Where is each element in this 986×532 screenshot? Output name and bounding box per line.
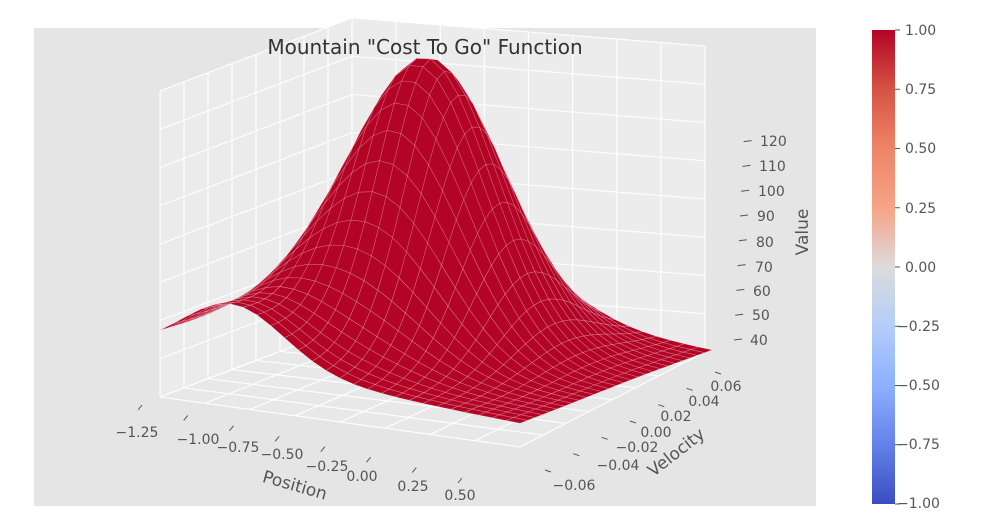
x-tick-mark — [274, 435, 280, 442]
tick-marks — [137, 140, 752, 484]
grid-line — [159, 170, 353, 245]
grid-line — [351, 55, 706, 85]
z-tick-label: 90 — [757, 209, 775, 225]
x-tick-mark — [457, 477, 463, 484]
z-tick-mark — [741, 189, 750, 192]
surface-patch — [630, 367, 654, 375]
surface-patch — [534, 405, 558, 413]
x-tick-mark — [320, 446, 326, 453]
colorbar-tick-label: −0.75 — [897, 437, 940, 453]
x-tick-label: 0.25 — [397, 479, 428, 495]
surface-patch — [527, 408, 551, 416]
z-tick-label: 100 — [758, 184, 785, 200]
grid-line — [159, 93, 353, 169]
surface-patch — [660, 356, 684, 364]
grid-line — [159, 55, 353, 130]
colorbar-tick-label: 1.00 — [905, 23, 936, 39]
colorbar-tick-label: −0.50 — [897, 378, 940, 394]
grid-line — [159, 17, 353, 92]
surface — [159, 58, 714, 424]
z-tick-label: 50 — [752, 308, 770, 324]
y-tick-mark — [658, 404, 665, 408]
x-tick-mark — [183, 415, 189, 421]
z-tick-mark — [733, 338, 743, 341]
z-tick-mark — [738, 239, 747, 242]
grid-line — [351, 17, 706, 47]
grid-line — [519, 351, 706, 448]
grid-line — [159, 132, 353, 207]
colorbar-tick-label: 0.00 — [905, 260, 936, 276]
z-axis-label: Value — [793, 209, 813, 256]
colorbar-tick-label: 0.25 — [905, 201, 936, 217]
y-tick-mark — [714, 371, 722, 375]
y-tick-mark — [544, 469, 552, 473]
x-tick-label: −0.50 — [261, 447, 304, 463]
x-tick-label: −1.00 — [177, 432, 220, 448]
x-tick-label: 0.00 — [346, 469, 377, 485]
y-tick-label: 0.02 — [660, 409, 691, 425]
colorbar-tick-labels: 1.00 0.75 0.50 0.25 0.00 −0.25 −0.50 −0.… — [897, 23, 940, 512]
x-tick-labels: −1.25 −1.00 −0.75 −0.50 −0.25 0.00 0.25 … — [116, 425, 476, 504]
x-tick-mark — [366, 456, 371, 463]
x-tick-mark — [411, 467, 417, 473]
y-tick-mark — [629, 420, 637, 424]
y-tick-label: 0.06 — [710, 379, 741, 395]
z-tick-mark — [736, 288, 745, 291]
y-tick-label: 0.00 — [640, 425, 671, 441]
y-tick-mark — [686, 387, 693, 391]
surface-patch — [674, 351, 699, 359]
surface-patch — [593, 381, 617, 389]
x-tick-label: −0.25 — [306, 459, 349, 475]
surface-patch — [571, 390, 595, 398]
z-tick-mark — [743, 140, 752, 143]
surface-patch — [542, 402, 566, 410]
z-tick-mark — [742, 164, 751, 167]
z-tick-label: 110 — [759, 159, 786, 175]
x-tick-label: 0.50 — [444, 488, 475, 504]
y-tick-mark — [573, 453, 580, 457]
x-tick-mark — [229, 425, 234, 432]
colorbar-tick-label: −1.00 — [897, 496, 940, 512]
colorbar-ticks — [895, 29, 900, 505]
x-tick-mark — [137, 404, 143, 411]
y-tick-label: −0.02 — [616, 440, 659, 456]
z-tick-label: 40 — [750, 333, 768, 349]
z-tick-label: 60 — [753, 284, 771, 300]
surface-patch — [549, 399, 573, 407]
y-tick-mark — [601, 436, 608, 440]
surface-patch — [645, 362, 669, 370]
y-tick-labels: −0.06 −0.04 −0.02 0.00 0.02 0.04 0.06 — [553, 379, 742, 494]
y-tick-label: −0.04 — [597, 458, 640, 474]
y-tick-label: −0.06 — [553, 478, 596, 494]
z-tick-mark — [735, 313, 744, 316]
surface-patch — [564, 393, 588, 401]
colorbar-tick-label: 0.75 — [905, 82, 936, 98]
z-tick-label: 70 — [755, 260, 773, 276]
surface-patch — [505, 417, 529, 424]
chart-title: Mountain "Cost To Go" Function — [267, 35, 582, 59]
z-tick-mark — [739, 214, 749, 217]
colorbar-tick-label: 0.50 — [905, 141, 936, 157]
surface-patch — [579, 387, 603, 395]
surface-patch — [615, 372, 640, 381]
colorbar-tick-label: −0.25 — [897, 319, 940, 335]
x-tick-label: −0.75 — [217, 440, 260, 456]
y-tick-label: 0.04 — [688, 394, 719, 410]
colorbar — [872, 30, 895, 504]
z-tick-mark — [737, 264, 746, 267]
z-tick-labels: 40 50 60 70 80 90 100 110 120 — [750, 134, 787, 349]
x-tick-label: −1.25 — [116, 425, 159, 441]
z-tick-label: 120 — [760, 134, 787, 150]
surface-patch — [601, 378, 625, 386]
z-tick-label: 80 — [756, 235, 774, 251]
